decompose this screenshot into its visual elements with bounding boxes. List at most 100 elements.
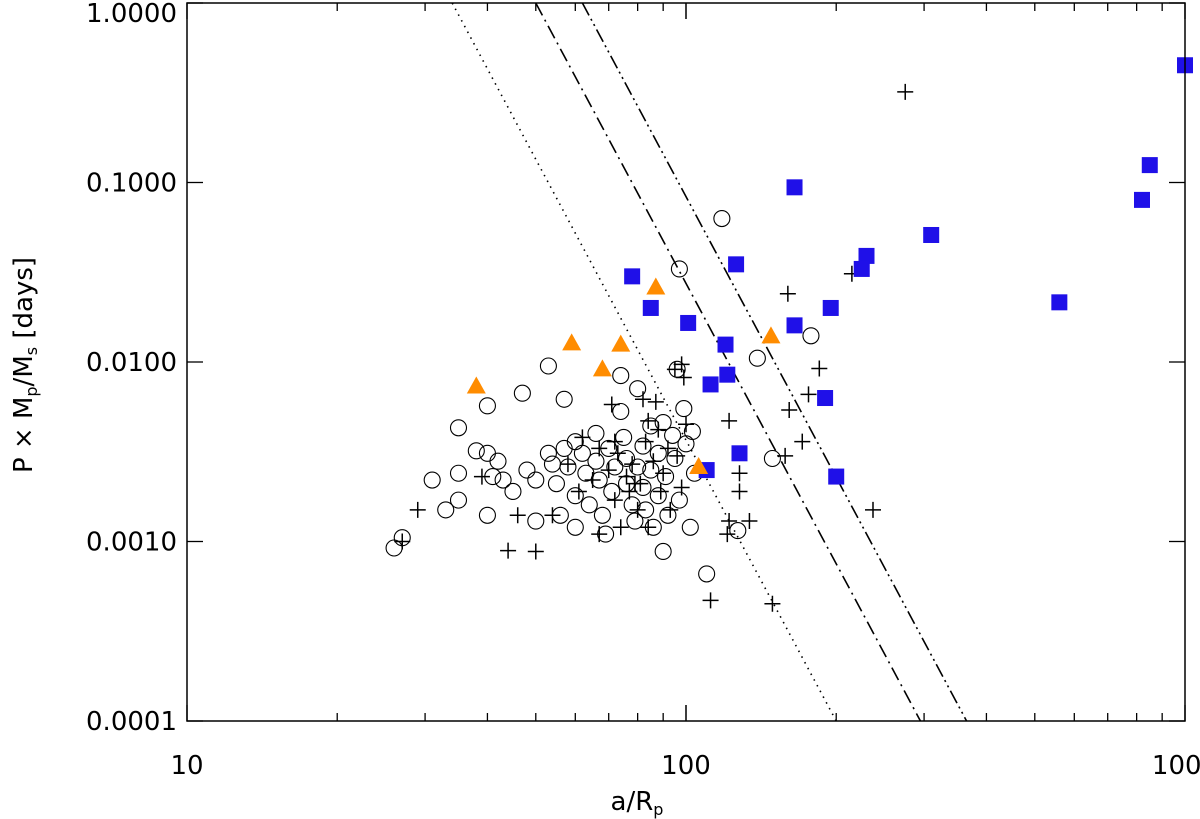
point-square — [680, 314, 697, 331]
point-circle — [587, 424, 605, 442]
point-cross — [652, 483, 669, 500]
point-circle — [555, 439, 573, 457]
point-cross — [640, 412, 657, 429]
point-triangle — [761, 326, 781, 344]
point-circle — [649, 487, 667, 505]
point-cross — [612, 519, 629, 536]
point-circle — [634, 478, 652, 497]
line-dash-dot-dot — [581, 3, 968, 721]
tick-labels: 10 100 1000 0.0001 0.0010 0.0100 0.1000 1.0000 — [86, 0, 1200, 781]
point-circle — [527, 471, 545, 489]
point-circle — [634, 437, 652, 455]
point-circle — [543, 455, 562, 473]
point-circle — [566, 518, 584, 536]
point-circle — [675, 400, 693, 418]
point-circle — [698, 565, 716, 583]
point-cross — [618, 468, 635, 485]
point-square — [853, 260, 870, 277]
point-circle — [670, 491, 688, 509]
point-triangle — [592, 359, 612, 377]
point-circle — [539, 444, 557, 462]
point-circle — [654, 542, 672, 561]
point-cross — [666, 361, 683, 378]
point-cross — [779, 285, 796, 302]
point-cross — [678, 416, 694, 433]
point-cross — [764, 595, 781, 612]
point-cross — [606, 492, 623, 509]
point-cross — [731, 465, 748, 482]
point-circle — [612, 402, 630, 421]
point-cross — [645, 453, 662, 470]
point-cross — [673, 479, 690, 496]
point-circle — [580, 496, 598, 514]
point-cross — [473, 468, 490, 485]
point-cross — [794, 433, 811, 450]
point-square — [731, 445, 748, 462]
y-title-sub2: s — [22, 347, 41, 355]
x-tick-label: 10 — [170, 751, 203, 781]
point-square — [642, 299, 659, 316]
point-circle — [449, 464, 468, 482]
point-cross — [702, 592, 719, 609]
point-triangle — [611, 334, 631, 352]
point-cross — [659, 440, 676, 457]
point-cross — [731, 483, 748, 500]
point-circle — [587, 452, 605, 470]
point-cross — [527, 543, 544, 560]
point-circle — [748, 349, 766, 367]
point-circle — [423, 471, 441, 489]
line-dotted — [451, 3, 837, 721]
point-circle — [642, 461, 660, 479]
point-cross — [584, 472, 601, 489]
point-triangle — [562, 333, 582, 351]
point-cross — [603, 396, 620, 413]
point-circle — [527, 512, 545, 530]
point-circle — [629, 458, 647, 476]
axis-ticks — [186, 2, 1186, 722]
point-square — [728, 256, 745, 273]
point-triangle — [689, 457, 709, 475]
point-square — [717, 336, 734, 353]
point-cross — [600, 462, 617, 479]
x-tick-label: 1000 — [1152, 751, 1200, 781]
y-title-sub1: p — [22, 386, 41, 396]
point-cross — [409, 501, 426, 518]
y-title-main: P × M — [9, 397, 39, 473]
y-title-mid: /M — [9, 355, 39, 386]
point-circle — [763, 449, 781, 468]
point-cross — [721, 412, 738, 429]
x-title-main: a/R — [611, 787, 654, 817]
point-circle — [593, 506, 611, 524]
point-cross — [655, 465, 672, 482]
point-circle — [612, 367, 630, 385]
plot-frame — [186, 2, 1186, 722]
point-cross — [640, 519, 657, 536]
point-circle — [566, 433, 584, 451]
point-cross — [781, 402, 798, 419]
point-cross — [574, 429, 591, 446]
point-circle — [513, 384, 531, 402]
point-circle — [713, 209, 731, 228]
point-cross — [637, 433, 654, 450]
point-cross — [897, 83, 914, 100]
data-points — [385, 57, 1193, 612]
point-circle — [449, 419, 468, 437]
line-dash-dot — [535, 3, 922, 721]
point-circle — [606, 458, 624, 476]
point-circle — [437, 501, 455, 519]
point-circle — [478, 397, 496, 415]
point-circle — [467, 442, 485, 460]
point-triangle — [646, 277, 666, 295]
y-axis-title: P × Mp/Ms [days] — [9, 257, 41, 473]
point-cross — [394, 533, 411, 550]
point-circle — [478, 444, 496, 462]
point-square — [702, 376, 719, 393]
y-tick-label: 1.0000 — [86, 0, 177, 29]
point-cross — [811, 360, 828, 377]
x-tick-label: 100 — [661, 751, 711, 781]
point-cross — [591, 440, 608, 457]
point-square — [822, 299, 839, 316]
point-cross — [650, 421, 667, 438]
point-circle — [449, 491, 468, 509]
